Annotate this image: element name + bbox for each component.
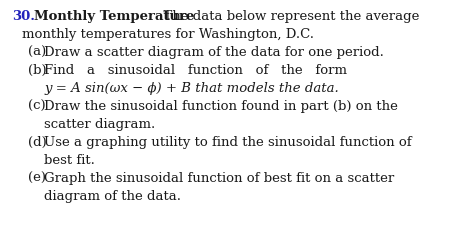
Text: y = A sin(ωx − ϕ) + B that models the data.: y = A sin(ωx − ϕ) + B that models the da…	[44, 82, 339, 95]
Text: Use a graphing utility to find the sinusoidal function of: Use a graphing utility to find the sinus…	[44, 136, 412, 149]
Text: (b): (b)	[28, 64, 47, 77]
Text: Monthly Temperature: Monthly Temperature	[34, 10, 194, 23]
Text: (e): (e)	[28, 172, 46, 185]
Text: Find   a   sinusoidal   function   of   the   form: Find a sinusoidal function of the form	[44, 64, 347, 77]
Text: Graph the sinusoidal function of best fit on a scatter: Graph the sinusoidal function of best fi…	[44, 172, 394, 185]
Text: (c): (c)	[28, 100, 45, 113]
Text: 30.: 30.	[12, 10, 35, 23]
Text: best fit.: best fit.	[44, 154, 95, 167]
Text: scatter diagram.: scatter diagram.	[44, 118, 155, 131]
Text: (a): (a)	[28, 46, 46, 59]
Text: Draw a scatter diagram of the data for one period.: Draw a scatter diagram of the data for o…	[44, 46, 384, 59]
Text: The data below represent the average: The data below represent the average	[155, 10, 419, 23]
Text: (d): (d)	[28, 136, 47, 149]
Text: Draw the sinusoidal function found in part (b) on the: Draw the sinusoidal function found in pa…	[44, 100, 398, 113]
Text: diagram of the data.: diagram of the data.	[44, 190, 181, 203]
Text: monthly temperatures for Washington, D.C.: monthly temperatures for Washington, D.C…	[22, 28, 314, 41]
